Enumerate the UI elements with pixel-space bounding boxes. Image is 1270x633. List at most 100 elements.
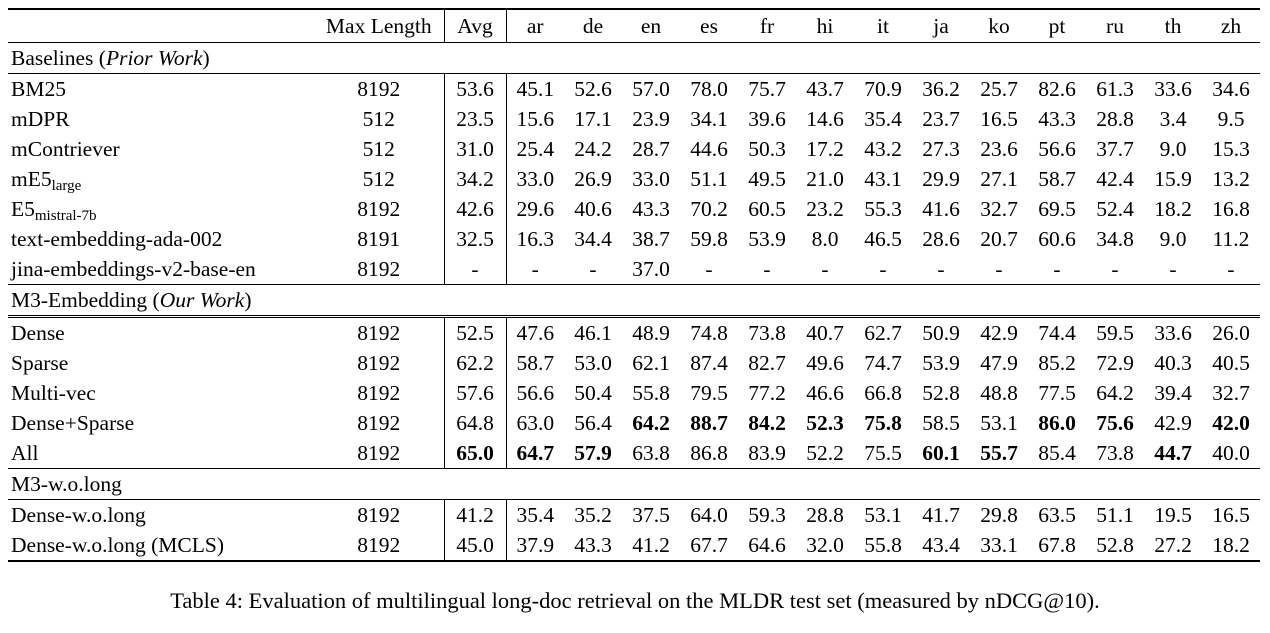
table-row: mDPR 512 23.5 15.6 17.1 23.9 34.1 39.6 14.6 35.4 2… bbox=[8, 104, 1260, 134]
score-en: 57.0 bbox=[632, 77, 670, 101]
header-lang-en: en bbox=[622, 9, 680, 43]
score-fr: 50.3 bbox=[748, 137, 786, 161]
score-hi: 14.6 bbox=[806, 107, 844, 131]
max-length-value: 512 bbox=[362, 167, 395, 191]
score-ar: 58.7 bbox=[516, 351, 555, 375]
score-it: 75.5 bbox=[864, 441, 902, 465]
score-th: 39.4 bbox=[1154, 381, 1192, 405]
score-ru: 61.3 bbox=[1096, 77, 1134, 101]
header-lang-ja: ja bbox=[912, 9, 970, 43]
score-hi: 43.7 bbox=[806, 77, 844, 101]
score-th: 42.9 bbox=[1154, 411, 1192, 435]
score-ar: 63.0 bbox=[516, 411, 555, 435]
score-ja: 58.5 bbox=[922, 411, 960, 435]
score-de: 46.1 bbox=[574, 321, 612, 345]
score-it: 55.8 bbox=[864, 533, 902, 557]
section-row: Baselines (Prior Work) bbox=[8, 42, 1260, 74]
header-lang-pt: pt bbox=[1028, 9, 1086, 43]
score-en: 48.9 bbox=[632, 321, 670, 345]
score-th: 33.6 bbox=[1154, 77, 1192, 101]
score-ru: - bbox=[1111, 257, 1119, 281]
score-hi: 28.8 bbox=[806, 503, 844, 527]
max-length-value: 8192 bbox=[357, 503, 401, 527]
score-pt: 85.2 bbox=[1038, 351, 1076, 375]
score-es: 59.8 bbox=[690, 227, 728, 251]
score-ar: 29.6 bbox=[516, 197, 555, 221]
table-row: All 8192 65.0 64.7 57.9 63.8 86.8 83.9 52.2 75.5 6… bbox=[8, 438, 1260, 469]
score-ja: 23.7 bbox=[922, 107, 960, 131]
score-ar: 37.9 bbox=[516, 533, 555, 557]
score-ru: 37.7 bbox=[1096, 137, 1134, 161]
score-de: 50.4 bbox=[574, 381, 612, 405]
score-de: 26.9 bbox=[574, 167, 612, 191]
table-row: Sparse 8192 62.2 58.7 53.0 62.1 87.4 82.7 49.6 74… bbox=[8, 348, 1260, 378]
table-row: mContriever 512 31.0 25.4 24.2 28.7 44.6 50.3 17… bbox=[8, 134, 1260, 164]
score-pt: 82.6 bbox=[1038, 77, 1076, 101]
max-length-value: 8192 bbox=[357, 321, 401, 345]
score-th: 33.6 bbox=[1154, 321, 1192, 345]
score-ja: 43.4 bbox=[922, 533, 960, 557]
model-name: All bbox=[11, 441, 39, 465]
score-pt: 67.8 bbox=[1038, 533, 1076, 557]
score-th: 15.9 bbox=[1154, 167, 1192, 191]
header-row: Max Length Avg ar de en es fr hi it ja ko pt ru th zh bbox=[8, 9, 1260, 43]
score-th: 9.0 bbox=[1159, 137, 1187, 161]
table-body: Baselines (Prior Work) BM25 8192 53.6 45.1 52… bbox=[8, 42, 1260, 561]
score-it: 35.4 bbox=[864, 107, 902, 131]
score-de: 56.4 bbox=[574, 411, 612, 435]
score-ru: 73.8 bbox=[1096, 441, 1134, 465]
score-pt: 86.0 bbox=[1038, 411, 1076, 435]
avg-score: 23.5 bbox=[443, 104, 507, 134]
max-length-value: 512 bbox=[362, 137, 395, 161]
table-row: text-embedding-ada-002 8191 32.5 16.3 34.4 38… bbox=[8, 224, 1260, 254]
score-ja: 28.6 bbox=[922, 227, 960, 251]
score-es: 34.1 bbox=[690, 107, 728, 131]
score-fr: 77.2 bbox=[748, 381, 786, 405]
score-ko: 32.7 bbox=[980, 197, 1018, 221]
score-it: 46.5 bbox=[864, 227, 902, 251]
score-hi: 17.2 bbox=[806, 137, 844, 161]
score-de: - bbox=[589, 257, 597, 281]
table-row: Dense-w.o.long (MCLS) 8192 45.0 37.9 43.3 41.… bbox=[8, 530, 1260, 561]
table-row: Multi-vec 8192 57.6 56.6 50.4 55.8 79.5 77.2 46.… bbox=[8, 378, 1260, 408]
score-pt: 77.5 bbox=[1038, 381, 1076, 405]
header-max-length: Max Length bbox=[314, 9, 444, 43]
score-fr: 83.9 bbox=[748, 441, 786, 465]
score-zh: 40.0 bbox=[1212, 441, 1250, 465]
score-zh: 16.5 bbox=[1212, 503, 1250, 527]
avg-score: 53.6 bbox=[443, 73, 507, 104]
score-ru: 42.4 bbox=[1096, 167, 1134, 191]
table-row: Dense 8192 52.5 47.6 46.1 48.9 74.8 73.8 40.7 62.… bbox=[8, 316, 1260, 348]
score-ja: 29.9 bbox=[922, 167, 960, 191]
score-pt: - bbox=[1053, 257, 1061, 281]
score-es: 88.7 bbox=[690, 411, 728, 435]
score-ko: 42.9 bbox=[980, 321, 1018, 345]
avg-score: 42.6 bbox=[443, 194, 507, 224]
score-ja: 36.2 bbox=[922, 77, 960, 101]
model-name: BM25 bbox=[11, 77, 66, 101]
max-length-value: 8192 bbox=[357, 77, 401, 101]
model-name: mContriever bbox=[11, 137, 120, 161]
score-es: 78.0 bbox=[690, 77, 728, 101]
max-length-value: 8192 bbox=[357, 533, 401, 557]
score-de: 17.1 bbox=[574, 107, 612, 131]
score-en: 37.5 bbox=[632, 503, 670, 527]
score-ar: 47.6 bbox=[516, 321, 555, 345]
score-it: 75.8 bbox=[864, 411, 902, 435]
max-length-value: 8192 bbox=[357, 381, 401, 405]
score-ru: 28.8 bbox=[1096, 107, 1134, 131]
model-name: Dense+Sparse bbox=[11, 411, 135, 435]
score-en: 33.0 bbox=[632, 167, 670, 191]
section-title: Baselines (Prior Work) bbox=[8, 42, 1260, 74]
score-zh: 32.7 bbox=[1212, 381, 1250, 405]
score-fr: 84.2 bbox=[748, 411, 786, 435]
score-ar: 33.0 bbox=[516, 167, 555, 191]
score-ko: 25.7 bbox=[980, 77, 1018, 101]
results-table: Max Length Avg ar de en es fr hi it ja ko pt ru th zh … bbox=[8, 8, 1260, 562]
score-it: - bbox=[879, 257, 887, 281]
score-zh: 42.0 bbox=[1212, 411, 1250, 435]
section-title: M3-w.o.long bbox=[8, 468, 1260, 500]
table-caption: Table 4: Evaluation of multilingual long… bbox=[170, 588, 1100, 613]
score-zh: 26.0 bbox=[1212, 321, 1250, 345]
score-ar: 56.6 bbox=[516, 381, 555, 405]
